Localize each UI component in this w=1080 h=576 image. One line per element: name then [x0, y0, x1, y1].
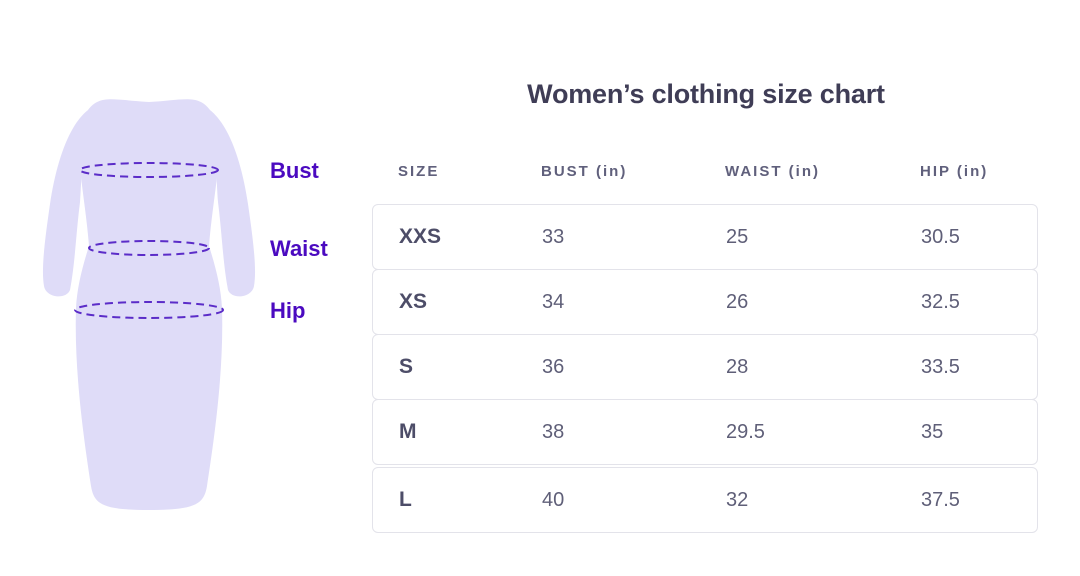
dress-right-sleeve — [210, 110, 256, 297]
bust-cell: 38 — [542, 420, 565, 443]
table-row-l: L 40 32 37.5 — [372, 467, 1038, 533]
waist-cell: 29.5 — [726, 420, 765, 443]
size-cell: XXS — [399, 225, 442, 248]
waist-measure-line — [88, 240, 210, 256]
bust-cell: 40 — [542, 488, 565, 511]
table-header-row: SIZE BUST (in) WAIST (in) HIP (in) — [372, 163, 1038, 180]
hip-cell: 37.5 — [921, 488, 960, 511]
dress-illustration — [42, 99, 256, 510]
waist-cell: 28 — [726, 355, 749, 378]
hip-measure-line — [74, 301, 224, 319]
dress-silhouette — [75, 99, 223, 510]
bust-label: Bust — [270, 158, 319, 183]
column-header-waist: WAIST (in) — [725, 163, 820, 180]
bust-cell: 36 — [542, 355, 565, 378]
waist-cell: 32 — [726, 488, 749, 511]
bust-cell: 33 — [542, 225, 565, 248]
hip-cell: 35 — [921, 420, 944, 443]
bust-cell: 34 — [542, 290, 565, 313]
waist-cell: 26 — [726, 290, 749, 313]
table-row-xs: XS 34 26 32.5 — [372, 269, 1038, 335]
page-title: Women’s clothing size chart — [527, 79, 885, 109]
size-cell: S — [399, 355, 414, 378]
waist-label: Waist — [270, 236, 328, 261]
size-cell: L — [399, 488, 412, 511]
size-cell: M — [399, 420, 417, 443]
table-row-m: M 38 29.5 35 — [372, 399, 1038, 465]
bust-measure-line — [79, 162, 219, 178]
column-header-bust: BUST (in) — [541, 163, 628, 180]
size-cell: XS — [399, 290, 428, 313]
hip-cell: 33.5 — [921, 355, 960, 378]
waist-cell: 25 — [726, 225, 749, 248]
hip-cell: 32.5 — [921, 290, 960, 313]
size-table: SIZE BUST (in) WAIST (in) HIP (in) XXS 3… — [372, 163, 1038, 533]
column-header-size: SIZE — [398, 163, 440, 180]
table-row-s: S 36 28 33.5 — [372, 334, 1038, 400]
column-header-hip: HIP (in) — [920, 163, 989, 180]
table-row-xxs: XXS 33 25 30.5 — [372, 204, 1038, 270]
hip-cell: 30.5 — [921, 225, 960, 248]
hip-label: Hip — [270, 298, 306, 323]
dress-left-sleeve — [42, 110, 88, 297]
